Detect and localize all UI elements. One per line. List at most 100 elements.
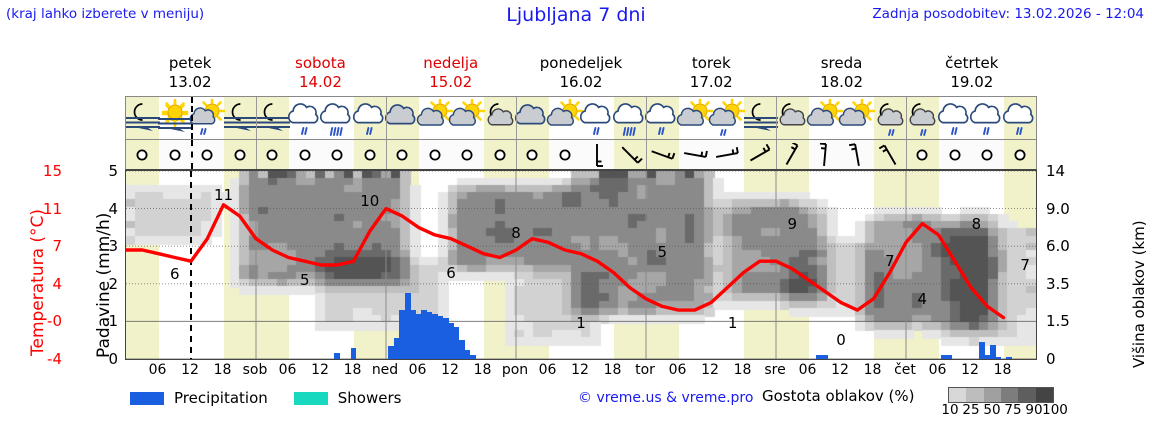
wind-barb: [125, 143, 159, 167]
temperature-tick: 15: [42, 162, 62, 180]
weather-icon-cloud-heavy-rain: [317, 99, 357, 139]
day-separator: [906, 97, 907, 139]
wind-barb: [190, 143, 224, 167]
cloud-density-step-75: [1000, 388, 1019, 402]
day-name: torek: [691, 54, 731, 72]
precipitation-tick: 5: [108, 162, 118, 180]
precipitation-bar: [420, 310, 427, 359]
weather-icon-sun-rain: [187, 97, 227, 139]
day-name: četrtek: [945, 54, 999, 72]
cloud-height-tick: 6.0: [1046, 237, 1070, 256]
wind-barb: [580, 143, 614, 167]
precipitation-swatch: [130, 391, 164, 405]
precipitation-bar: [431, 313, 438, 359]
cloud-density-scale-labels: 10 25 50 75 90 100: [940, 402, 1067, 418]
cloud-density-colorbar: [948, 387, 1054, 403]
temperature-extreme-label: 5: [299, 271, 310, 290]
x-tick-12: 12: [311, 362, 329, 378]
plot-gridlines: [126, 171, 1036, 359]
x-tick-18: 18: [213, 362, 232, 378]
weather-icon-sun-cloud-rain: [707, 97, 747, 139]
weather-icon-band: [125, 96, 1037, 140]
cloud-density-tick: 50: [983, 402, 1001, 418]
temperature-curve: [126, 203, 1006, 320]
wind-barb: [710, 143, 744, 167]
day-name: sreda: [820, 54, 863, 72]
wind-barb: [873, 143, 907, 167]
temperature-extreme-label: 8: [511, 224, 521, 243]
copyright-link[interactable]: © vreme.us & vreme.pro: [578, 390, 754, 406]
day-name: nedelja: [423, 54, 479, 72]
precipitation-bar: [350, 347, 357, 359]
day-separator: [386, 97, 387, 139]
x-tick-12: 12: [961, 362, 979, 378]
day-header-sobota: sobota 14.02: [255, 54, 385, 94]
x-tick-pon: pon: [501, 362, 529, 378]
precipitation-bar: [442, 317, 449, 359]
weather-icon-night-cloud: [772, 99, 812, 139]
wind-barb: [483, 143, 517, 167]
temperature-extreme-label: 8: [971, 214, 982, 233]
precipitation-bar: [940, 355, 947, 359]
weather-icon-cloud-rain: [935, 99, 975, 139]
wind-barb: [970, 143, 1004, 167]
cloud-height-tick: 3.5: [1046, 274, 1070, 293]
showers-legend-label: Showers: [337, 389, 402, 407]
cloud-density-tick: 75: [1004, 402, 1022, 418]
meteogram-plot: 6 11 5 10 6 8 1 5 1 9 0 7 4 8 7: [125, 170, 1037, 360]
wind-barb: [223, 143, 257, 167]
cloud-density-title: Gostota oblakov (%): [762, 387, 915, 405]
cloud-density-field: [126, 171, 1036, 359]
precipitation-bar: [393, 338, 400, 359]
temperature-tick: 4: [52, 274, 62, 293]
day-separator: [386, 140, 387, 169]
wind-barb: [353, 143, 387, 167]
wind-barb-band: [125, 140, 1037, 170]
wind-barb: [320, 143, 354, 167]
precipitation-bar: [978, 342, 985, 359]
temperature-extreme-label: 7: [884, 252, 895, 271]
temperature-tick: -4: [47, 350, 62, 368]
wind-barb: [840, 143, 874, 167]
weather-icon-night-rain: [902, 99, 942, 139]
temperature-extreme-label: 1: [576, 314, 586, 333]
x-tick-12: 12: [831, 362, 849, 378]
x-tick-06: 06: [408, 362, 427, 378]
wind-barb: [775, 141, 809, 167]
temperature-axis-title-text: Temperatura (°C): [28, 208, 48, 356]
wind-barb: [418, 143, 452, 167]
x-axis-tick-labels: 06 12 18 sob 06 12 18 ned 06 12 18 pon 06 12 18 tor 06 12…: [125, 362, 1037, 380]
precipitation-bar: [426, 312, 433, 359]
day-header-nedelja: nedelja 15.02: [386, 54, 516, 94]
weather-icon-cloud-rain: [350, 99, 390, 139]
precipitation-bar: [453, 327, 460, 359]
precipitation-bar: [437, 315, 444, 359]
wind-barb: [158, 143, 192, 167]
x-tick-12: 12: [441, 362, 459, 378]
weather-icon-night-rain: [870, 99, 910, 139]
precipitation-bar: [946, 354, 953, 359]
day-date: 17.02: [689, 73, 733, 91]
day-name: ponedeljek: [539, 54, 623, 72]
x-tick-06: 06: [668, 362, 687, 378]
day-separator: [906, 140, 907, 169]
wind-barb: [645, 143, 679, 167]
weather-icon-night-fog: [220, 99, 260, 139]
temperature-extreme-label: 10: [360, 192, 380, 211]
cloud-density-step-50: [983, 388, 1001, 402]
day-separator: [516, 97, 517, 139]
wind-barb: [678, 143, 712, 167]
day-date: 13.02: [168, 73, 212, 91]
current-time-marker: [191, 97, 193, 139]
weather-icon-sun-cloud: [675, 97, 715, 139]
x-tick-sob: sob: [242, 362, 268, 378]
temperature-tick: 7: [52, 237, 62, 256]
x-tick-06: 06: [928, 362, 947, 378]
weather-icon-cloud-rain: [1000, 99, 1040, 139]
weather-icon-cloud-rain: [285, 99, 325, 139]
x-tick-18: 18: [863, 362, 882, 378]
wind-barb: [905, 143, 939, 167]
precipitation-bar: [995, 357, 1002, 359]
day-separator: [776, 97, 777, 139]
cloud-height-tick: 0: [1046, 350, 1056, 368]
